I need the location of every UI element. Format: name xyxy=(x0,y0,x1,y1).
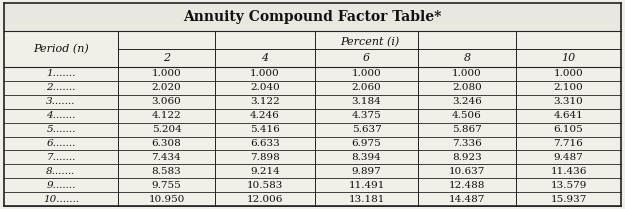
Bar xyxy=(4,95,621,109)
Text: 10.583: 10.583 xyxy=(247,181,283,190)
Text: 4.246: 4.246 xyxy=(250,111,280,120)
Text: 6.......: 6....... xyxy=(46,139,76,148)
Text: 2.100: 2.100 xyxy=(554,83,583,92)
Text: 6.308: 6.308 xyxy=(152,139,181,148)
Text: 4.641: 4.641 xyxy=(554,111,583,120)
Text: 1.000: 1.000 xyxy=(554,69,583,78)
Bar xyxy=(4,192,621,206)
Text: 4.506: 4.506 xyxy=(452,111,482,120)
Text: 3.246: 3.246 xyxy=(452,97,482,106)
Bar xyxy=(4,123,621,136)
Text: 1.000: 1.000 xyxy=(250,69,280,78)
Text: 7.336: 7.336 xyxy=(452,139,482,148)
Text: 7.716: 7.716 xyxy=(554,139,583,148)
Text: 9.487: 9.487 xyxy=(554,153,583,162)
Bar xyxy=(4,136,621,150)
Text: 5.867: 5.867 xyxy=(452,125,482,134)
Text: 8.394: 8.394 xyxy=(352,153,381,162)
Text: 2.040: 2.040 xyxy=(250,83,280,92)
Text: 14.487: 14.487 xyxy=(449,195,485,204)
Text: 2.080: 2.080 xyxy=(452,83,482,92)
Bar xyxy=(4,3,621,31)
Text: Period (n): Period (n) xyxy=(33,44,89,54)
Text: 1.000: 1.000 xyxy=(452,69,482,78)
Text: 7.434: 7.434 xyxy=(152,153,181,162)
Text: 10.950: 10.950 xyxy=(148,195,185,204)
Text: 13.579: 13.579 xyxy=(551,181,587,190)
Text: 5.416: 5.416 xyxy=(250,125,280,134)
Text: 5.637: 5.637 xyxy=(352,125,381,134)
Text: 10: 10 xyxy=(561,53,576,63)
Text: 6: 6 xyxy=(363,53,370,63)
Text: 2.020: 2.020 xyxy=(152,83,181,92)
Text: 4: 4 xyxy=(261,53,269,63)
Text: 6.633: 6.633 xyxy=(250,139,280,148)
Text: 9.897: 9.897 xyxy=(352,167,381,176)
Text: 8.......: 8....... xyxy=(46,167,76,176)
Text: 8.923: 8.923 xyxy=(452,153,482,162)
Text: 6.975: 6.975 xyxy=(352,139,381,148)
Text: Annuity Compound Factor Table*: Annuity Compound Factor Table* xyxy=(183,10,442,24)
Text: 2: 2 xyxy=(163,53,170,63)
Bar xyxy=(4,67,621,81)
Text: 9.214: 9.214 xyxy=(250,167,280,176)
Bar xyxy=(4,164,621,178)
Text: 9.......: 9....... xyxy=(46,181,76,190)
Text: 1.000: 1.000 xyxy=(352,69,381,78)
Text: 8: 8 xyxy=(464,53,471,63)
Text: 12.488: 12.488 xyxy=(449,181,485,190)
Text: 6.105: 6.105 xyxy=(554,125,583,134)
Text: 13.181: 13.181 xyxy=(348,195,385,204)
Text: 2.......: 2....... xyxy=(46,83,76,92)
Text: 3.184: 3.184 xyxy=(352,97,381,106)
Text: Percent (i): Percent (i) xyxy=(340,37,399,47)
Text: 4.......: 4....... xyxy=(46,111,76,120)
Bar xyxy=(4,31,621,67)
Text: 15.937: 15.937 xyxy=(551,195,587,204)
Text: 4.375: 4.375 xyxy=(352,111,381,120)
Text: 9.755: 9.755 xyxy=(152,181,181,190)
Text: 3.......: 3....... xyxy=(46,97,76,106)
Bar xyxy=(4,109,621,123)
Text: 5.......: 5....... xyxy=(46,125,76,134)
Text: 1.000: 1.000 xyxy=(152,69,181,78)
Text: 12.006: 12.006 xyxy=(247,195,283,204)
Text: 7.......: 7....... xyxy=(46,153,76,162)
Bar xyxy=(4,178,621,192)
Bar xyxy=(4,150,621,164)
Text: 11.491: 11.491 xyxy=(348,181,385,190)
Bar xyxy=(4,81,621,95)
Text: 3.122: 3.122 xyxy=(250,97,280,106)
Text: 5.204: 5.204 xyxy=(152,125,181,134)
Text: 8.583: 8.583 xyxy=(152,167,181,176)
Text: 10.......: 10....... xyxy=(43,195,79,204)
Text: 1.......: 1....... xyxy=(46,69,76,78)
Text: 11.436: 11.436 xyxy=(551,167,587,176)
Text: 3.060: 3.060 xyxy=(152,97,181,106)
Text: 3.310: 3.310 xyxy=(554,97,583,106)
Text: 10.637: 10.637 xyxy=(449,167,485,176)
Text: 4.122: 4.122 xyxy=(152,111,181,120)
Text: 2.060: 2.060 xyxy=(352,83,381,92)
Text: 7.898: 7.898 xyxy=(250,153,280,162)
